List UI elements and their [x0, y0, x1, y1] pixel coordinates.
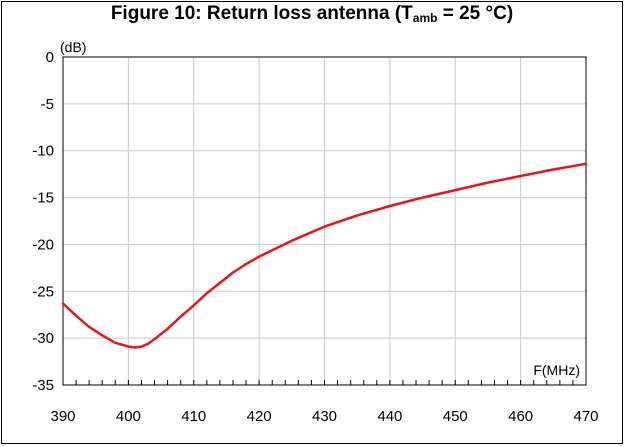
- chart-title: Figure 10: Return loss antenna (Tamb = 2…: [0, 3, 624, 25]
- x-tick-label: 410: [181, 408, 206, 425]
- chart-title-suffix: = 25 °C): [437, 3, 514, 24]
- y-tick-label: -20: [32, 236, 54, 253]
- x-minor-ticks: [62, 380, 587, 385]
- grid-lines: [62, 56, 587, 386]
- x-tick-label: 470: [573, 408, 598, 425]
- x-axis-label: F(MHz): [533, 362, 580, 378]
- y-tick-labels: 0 -5 -10 -15 -20 -25 -30 -35: [32, 49, 54, 394]
- y-tick-label: -10: [32, 143, 54, 160]
- y-tick-label: -30: [32, 330, 54, 347]
- x-tick-label: 460: [508, 408, 533, 425]
- y-axis-label: (dB): [60, 39, 86, 55]
- y-tick-label: -15: [32, 190, 54, 207]
- return-loss-series-line: [61, 162, 588, 349]
- x-tick-label: 440: [377, 408, 402, 425]
- y-tick-label: -5: [41, 96, 54, 113]
- chart-title-text: Figure 10: Return loss antenna (T: [110, 3, 413, 24]
- x-tick-label: 450: [443, 408, 468, 425]
- x-tick-labels: 390 400 410 420 430 440 450 460 470: [50, 408, 598, 425]
- y-tick-label: -35: [32, 377, 54, 394]
- x-tick-label: 390: [50, 408, 75, 425]
- x-tick-label: 430: [312, 408, 337, 425]
- y-tick-label: 0: [46, 49, 54, 66]
- x-tick-label: 420: [247, 408, 272, 425]
- x-tick-label: 400: [116, 408, 141, 425]
- y-tick-label: -25: [32, 283, 54, 300]
- chart-title-subscript: amb: [412, 11, 438, 25]
